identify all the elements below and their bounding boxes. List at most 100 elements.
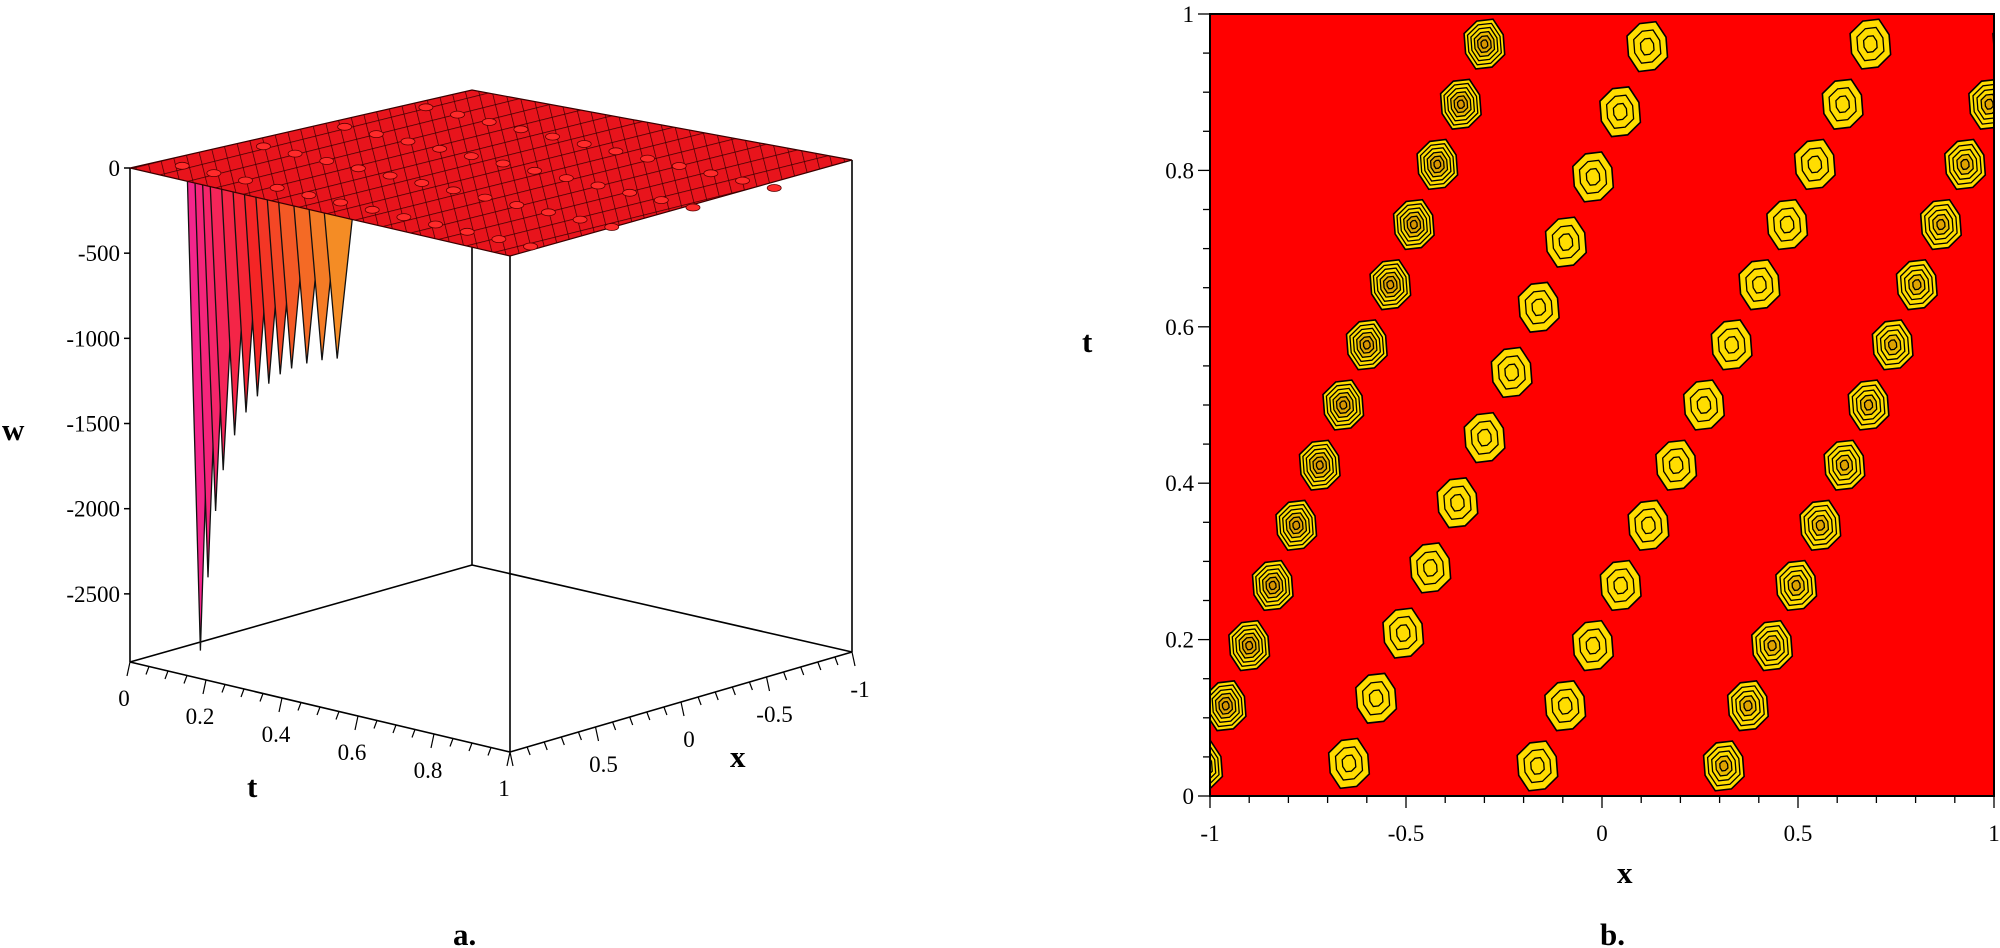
x3-tick-mark: [731, 686, 736, 696]
surface-ripple: [640, 154, 655, 163]
surface-ripple: [527, 166, 543, 175]
contour-blobs: [1210, 18, 1994, 792]
surface-ripple: [545, 132, 560, 141]
contour-blob: [1599, 86, 1642, 138]
t-tick-mark: [202, 679, 207, 695]
contour-blob: [1571, 151, 1615, 203]
x3-tick-mark: [577, 731, 582, 741]
surface-ripple: [541, 208, 556, 217]
surface-ripple: [206, 169, 222, 178]
x3-tick-label: -0.5: [756, 702, 792, 727]
t-tick-label: 0: [118, 686, 130, 711]
x3-tick-mark: [612, 721, 617, 731]
x-axis-ticks-3d: 0.5 0 -0.5 -1: [509, 651, 870, 777]
contour-x-tick-label: -1: [1200, 821, 1219, 846]
surface-ripple: [414, 179, 430, 187]
contour-t-tick-label: 0.4: [1165, 471, 1194, 496]
contour-blob: [1766, 198, 1809, 251]
contour-blob: [1943, 138, 1987, 191]
contour-t-tick-label: 1: [1183, 2, 1195, 27]
surface-ripple: [509, 201, 525, 209]
surface-ripple: [396, 213, 412, 222]
contour-blob: [1710, 319, 1753, 371]
contour-blob: [1322, 379, 1365, 431]
x3-tick-mark: [800, 666, 805, 676]
t-tick-mark: [221, 684, 226, 693]
surface-ripple: [368, 130, 384, 139]
surface-ripple: [301, 191, 317, 200]
surface-ripple: [604, 223, 620, 231]
surface-ripple: [685, 203, 701, 212]
t-tick-mark: [506, 751, 511, 767]
contour-blob: [1821, 78, 1864, 130]
surface-ripple: [735, 176, 750, 185]
contour-x-tick-label: -0.5: [1388, 821, 1424, 846]
x-axis-label-3d: x: [730, 739, 746, 774]
t-tick-mark: [316, 706, 321, 716]
contour-blob: [1738, 258, 1781, 311]
contour-blob: [1626, 20, 1669, 73]
surface-ripple: [174, 161, 190, 170]
x3-tick-mark: [646, 711, 651, 721]
surface-ripple: [491, 235, 507, 244]
x3-tick-mark: [834, 656, 839, 666]
t-tick-mark: [183, 675, 188, 684]
x3-tick-mark: [526, 746, 531, 756]
contour-blob: [1702, 740, 1745, 792]
contour-blob: [1369, 258, 1412, 311]
surface-ripple: [351, 164, 366, 173]
t-tick-mark: [449, 738, 454, 747]
contour-blob: [1228, 619, 1271, 672]
surface-ripple: [576, 140, 592, 148]
contour-blob: [1327, 737, 1371, 790]
x3-tick-mark: [663, 706, 668, 716]
t-tick-mark: [373, 720, 378, 729]
x3-tick-mark: [851, 651, 856, 667]
contour-blob: [1775, 559, 1818, 612]
surface-ripple: [523, 242, 538, 251]
contour-blob: [1968, 79, 1994, 130]
surface-ripple: [418, 103, 434, 112]
contour-x-ticks: -1 -0.5 0 0.5 1: [1200, 796, 2000, 846]
x3-tick-label: -1: [850, 677, 869, 702]
contour-blob: [1919, 198, 1963, 251]
surface-plane: [129, 89, 853, 257]
surface-ripple: [269, 183, 285, 192]
w-axis-ticks: 0 -500 -1000 -1500 -2000 -2500: [66, 156, 130, 607]
t-tick-mark: [411, 729, 416, 738]
w-tick-label: -1000: [66, 326, 120, 351]
contour-blob: [1210, 740, 1224, 790]
contour-blob: [1544, 216, 1588, 268]
t-tick-mark: [430, 733, 435, 749]
w-tick-label: -1500: [66, 412, 120, 437]
surface-ripple: [450, 110, 465, 119]
t-tick-label: 0.8: [414, 758, 443, 783]
t-tick-mark: [354, 715, 359, 731]
w-axis-label: w: [2, 412, 25, 447]
x3-tick-mark: [817, 661, 822, 671]
surface-ripple: [428, 220, 443, 229]
t-tick-mark: [278, 697, 283, 713]
t-tick-mark: [335, 711, 340, 720]
contour-blob: [1436, 477, 1479, 529]
x3-tick-mark: [697, 696, 702, 706]
contour-blob: [1571, 619, 1615, 672]
t-tick-mark: [126, 661, 131, 677]
t-axis-label: t: [247, 769, 258, 804]
contour-blob: [1382, 607, 1425, 659]
surface-ripple: [238, 176, 253, 185]
x3-tick-mark: [783, 671, 788, 681]
contour-blob: [1655, 439, 1698, 491]
contour-t-tick-label: 0.2: [1165, 628, 1194, 653]
contour-blob: [1298, 439, 1341, 491]
t-axis-ticks: 0 0.2 0.4 0.6 0.8 1: [118, 661, 511, 801]
contour-t-tick-label: 0.8: [1165, 158, 1194, 183]
contour-blob: [1416, 138, 1459, 191]
contour-blob: [1345, 319, 1388, 371]
surface-ripple: [590, 181, 606, 190]
surface-ripple: [364, 205, 380, 214]
contour-blob: [1599, 559, 1642, 612]
surface-ripple: [703, 169, 719, 178]
surface-ripple: [382, 171, 398, 180]
surface-ripple: [459, 227, 475, 236]
